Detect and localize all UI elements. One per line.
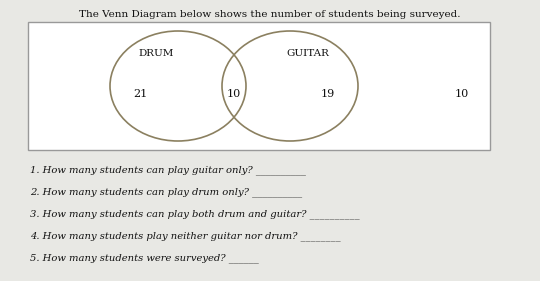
Text: The Venn Diagram below shows the number of students being surveyed.: The Venn Diagram below shows the number … (79, 10, 461, 19)
Text: 10: 10 (227, 89, 241, 99)
Text: 5. How many students were surveyed? ______: 5. How many students were surveyed? ____… (30, 253, 259, 263)
Text: 21: 21 (133, 89, 147, 99)
Text: 4. How many students play neither guitar nor drum? ________: 4. How many students play neither guitar… (30, 231, 341, 241)
Text: 2. How many students can play drum only? __________: 2. How many students can play drum only?… (30, 187, 302, 197)
Text: GUITAR: GUITAR (287, 49, 329, 58)
Text: 3. How many students can play both drum and guitar? __________: 3. How many students can play both drum … (30, 209, 360, 219)
Bar (28, 22, 490, 150)
Text: 19: 19 (321, 89, 335, 99)
Text: 1. How many students can play guitar only? __________: 1. How many students can play guitar onl… (30, 165, 306, 175)
Text: DRUM: DRUM (138, 49, 174, 58)
Text: 10: 10 (455, 89, 469, 99)
